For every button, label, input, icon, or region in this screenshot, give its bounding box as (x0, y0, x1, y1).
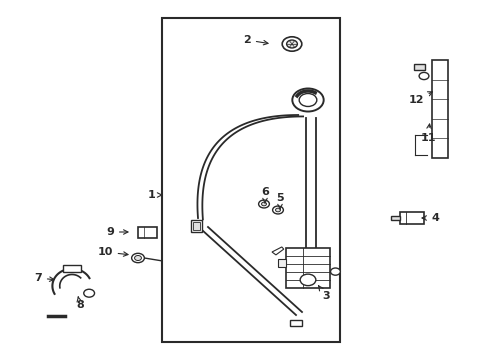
Circle shape (287, 40, 297, 48)
Circle shape (262, 202, 267, 206)
Bar (287, 248, 330, 288)
Circle shape (419, 72, 429, 80)
Bar (290, 320, 302, 326)
Bar (138, 227, 157, 238)
Text: 6: 6 (261, 187, 269, 203)
Text: 3: 3 (318, 286, 330, 301)
Bar (278, 259, 287, 267)
Text: 9: 9 (106, 227, 128, 237)
Bar (63, 265, 81, 271)
Text: 1: 1 (148, 190, 162, 200)
Bar (414, 63, 425, 70)
Circle shape (132, 253, 145, 263)
Circle shape (299, 94, 317, 107)
Bar (432, 60, 448, 158)
Text: 8: 8 (76, 297, 84, 310)
Bar (400, 212, 423, 225)
Bar (162, 18, 340, 342)
Text: 7: 7 (34, 273, 54, 283)
Circle shape (135, 256, 142, 261)
Circle shape (300, 274, 316, 285)
Text: 10: 10 (98, 247, 128, 257)
Circle shape (293, 89, 324, 112)
Text: 5: 5 (276, 193, 284, 209)
Text: 12: 12 (408, 92, 432, 105)
Circle shape (275, 208, 280, 212)
Polygon shape (272, 247, 284, 255)
Circle shape (272, 206, 283, 214)
Bar (191, 220, 202, 232)
Bar (391, 216, 400, 220)
Circle shape (84, 289, 95, 297)
Circle shape (259, 200, 270, 208)
Text: 11: 11 (420, 124, 436, 143)
Bar (193, 222, 200, 230)
Circle shape (331, 268, 341, 275)
Text: 2: 2 (243, 35, 268, 45)
Circle shape (282, 37, 302, 51)
Text: 4: 4 (422, 213, 439, 223)
